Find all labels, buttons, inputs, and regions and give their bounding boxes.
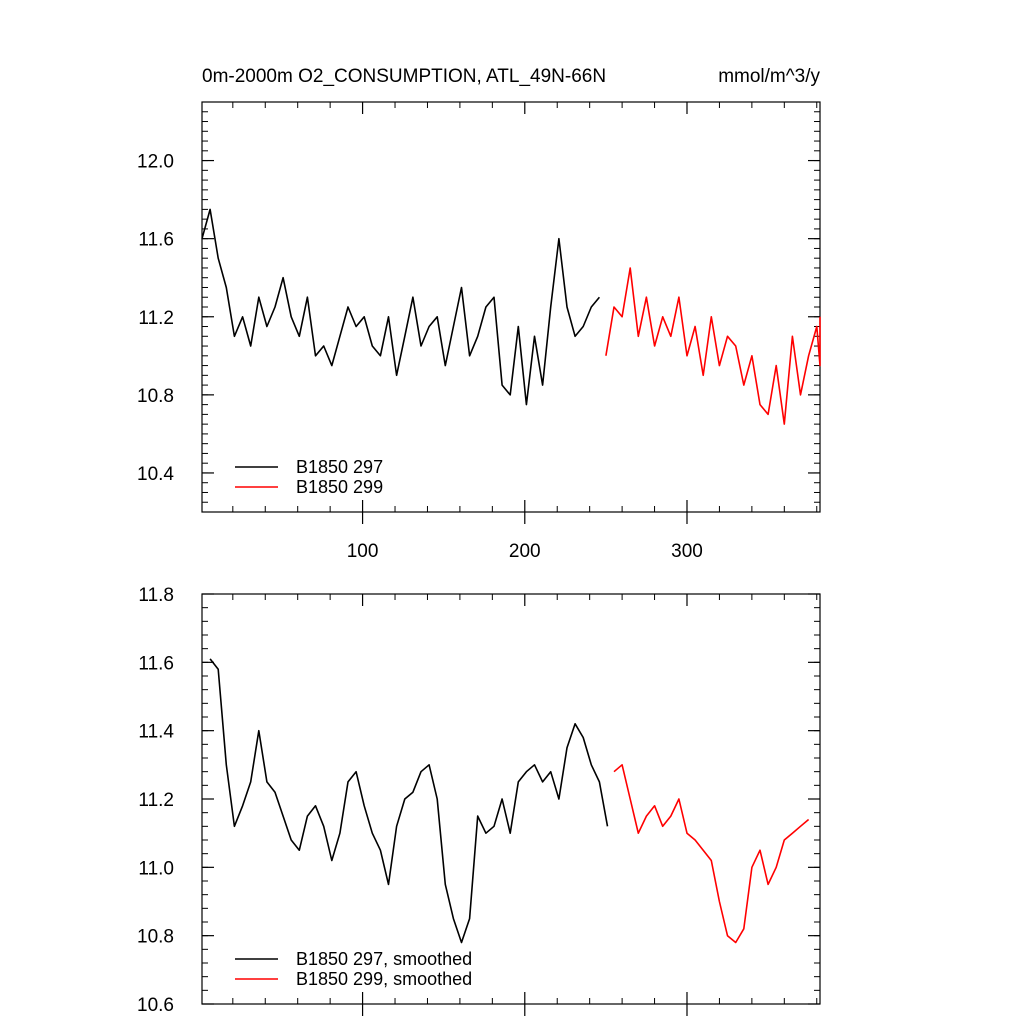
series-line-1 xyxy=(209,658,609,944)
top-plot-frame xyxy=(201,101,821,513)
chart-units: mmol/m^3/y xyxy=(718,66,820,87)
x-tick-label: 100 xyxy=(347,541,379,562)
legend-label-1: B1850 297, smoothed xyxy=(296,949,472,969)
y-tick-label: 10.8 xyxy=(137,927,174,948)
series-line-2 xyxy=(613,763,810,944)
top-panel: 10.4 10.8 11.2 11.6 12.0 100 200 300 B1850 297B… xyxy=(137,101,821,562)
x-tick-label: 300 xyxy=(671,541,703,562)
y-tick-label: 10.4 xyxy=(137,464,174,485)
bottom-ticks: 10.6 10.8 11.0 11.2 11.4 11.6 11.8 xyxy=(137,585,820,1016)
y-tick-label: 11.4 xyxy=(138,722,174,743)
y-tick-label: 11.6 xyxy=(138,230,174,251)
x-tick-label: 200 xyxy=(509,541,541,562)
y-tick-label: 12.0 xyxy=(137,152,174,173)
legend-label-1: B1850 297 xyxy=(296,457,383,477)
y-tick-label: 11.2 xyxy=(138,790,174,811)
series-line-2 xyxy=(605,267,821,425)
y-tick-label: 11.2 xyxy=(138,308,174,329)
top-series xyxy=(201,208,821,425)
bottom-panel: 10.6 10.8 11.0 11.2 11.4 11.6 11.8 B1850 297, … xyxy=(137,585,821,1016)
y-tick-label: 10.6 xyxy=(137,995,174,1016)
legend-label-2: B1850 299, smoothed xyxy=(296,969,472,989)
y-tick-label: 11.0 xyxy=(138,858,174,879)
y-tick-label: 11.6 xyxy=(138,653,174,674)
chart-title: 0m-2000m O2_CONSUMPTION, ATL_49N-66N xyxy=(202,66,606,87)
y-tick-label: 11.8 xyxy=(138,585,174,606)
bottom-series xyxy=(209,658,810,944)
y-tick-label: 10.8 xyxy=(137,386,174,407)
bottom-plot-frame xyxy=(201,593,821,1005)
top-ticks: 10.4 10.8 11.2 11.6 12.0 100 200 300 xyxy=(137,101,820,562)
legend-label-2: B1850 299 xyxy=(296,477,383,497)
series-line-1 xyxy=(201,208,601,406)
